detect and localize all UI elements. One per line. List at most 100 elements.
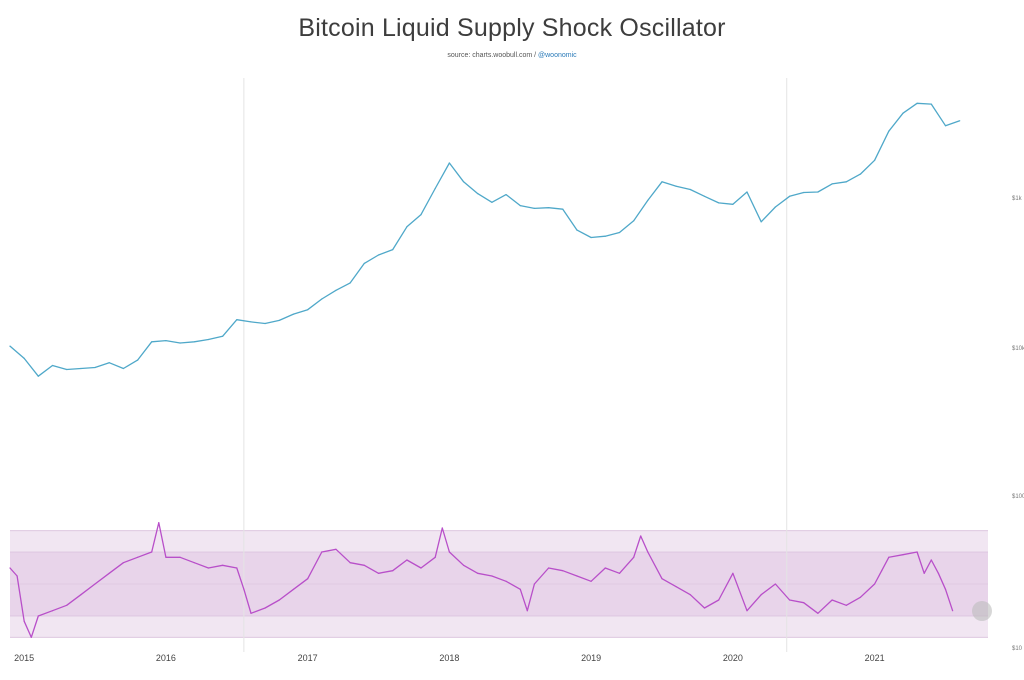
- price-point-5: [80, 367, 82, 370]
- right-axis-label-1: $10k: [1012, 346, 1024, 352]
- price-point-26: [377, 254, 380, 256]
- price-point-28: [406, 226, 408, 228]
- chart-source: source: charts.woobull.com / @woonomic: [0, 52, 1024, 59]
- oscillator-point-1: [16, 575, 18, 577]
- price-point-62: [888, 130, 890, 132]
- oscillator-point-47: [590, 580, 592, 582]
- price-point-35: [505, 194, 507, 196]
- price-line: [9, 102, 960, 377]
- oscillator-point-2: [23, 620, 25, 622]
- oscillator-point-76: [944, 588, 947, 590]
- price-point-56: [803, 191, 805, 194]
- price-point-59: [845, 181, 847, 183]
- oscillator-point-48: [604, 567, 606, 569]
- oscillator-point-8: [94, 583, 96, 585]
- price-point-7: [108, 362, 110, 364]
- oscillator-point-27: [335, 548, 337, 550]
- price-point-43: [618, 231, 621, 234]
- price-point-34: [491, 201, 493, 203]
- price-point-18: [264, 322, 266, 325]
- x-tick-label-2015: 2015: [14, 653, 34, 663]
- oscillator-point-68: [874, 583, 876, 585]
- oscillator-point-13: [158, 522, 160, 524]
- right-axis-label-2: $100: [1012, 494, 1024, 500]
- price-point-55: [789, 195, 791, 197]
- oscillator-point-7: [80, 594, 82, 596]
- oscillator-point-57: [718, 599, 720, 601]
- right-axis-labels: $1k $10k $100 $10: [1012, 196, 1024, 652]
- price-point-50: [718, 202, 720, 204]
- oscillator-point-29: [363, 564, 365, 566]
- price-point-32: [463, 181, 465, 183]
- oscillator-point-35: [441, 527, 443, 529]
- price-point-19: [278, 319, 280, 321]
- vertical-gridlines: [243, 78, 788, 652]
- price-point-37: [533, 207, 536, 209]
- oscillator-point-20: [243, 588, 245, 590]
- price-point-60: [859, 173, 862, 175]
- price-point-42: [604, 235, 606, 237]
- oscillator-point-51: [640, 535, 642, 537]
- oscillator-bands: [10, 530, 988, 638]
- price-point-44: [633, 220, 635, 222]
- oscillator-point-24: [292, 588, 295, 590]
- price-point-2: [37, 375, 39, 377]
- price-point-58: [831, 183, 833, 185]
- oscillator-point-61: [774, 583, 777, 585]
- price-point-67: [959, 120, 961, 122]
- oscillator-point-49: [618, 572, 621, 574]
- oscillator-point-46: [576, 575, 578, 577]
- oscillator-point-12: [151, 551, 153, 553]
- oscillator-point-40: [505, 580, 507, 582]
- price-point-29: [420, 214, 422, 216]
- oscillator-point-9: [108, 572, 110, 574]
- oscillator-point-58: [732, 572, 734, 574]
- oscillator-point-72: [916, 551, 918, 553]
- oscillator-point-55: [689, 594, 691, 596]
- oscillator-point-22: [264, 607, 266, 609]
- source-handle-link[interactable]: @woonomic: [538, 52, 577, 59]
- oscillator-point-52: [647, 551, 649, 553]
- oscillator-point-17: [207, 567, 209, 569]
- oscillator-point-54: [675, 586, 677, 588]
- price-point-23: [335, 289, 337, 291]
- price-point-8: [122, 367, 124, 370]
- oscillator-point-33: [420, 567, 422, 569]
- price-point-9: [137, 359, 139, 361]
- oscillator-point-63: [803, 602, 805, 604]
- oscillator-point-44: [548, 567, 550, 569]
- price-point-13: [193, 341, 195, 343]
- price-point-45: [647, 199, 649, 201]
- price-point-47: [675, 185, 677, 187]
- oscillator-point-36: [448, 551, 450, 553]
- right-axis-label-0: $1k: [1012, 196, 1023, 202]
- oscillator-point-50: [633, 556, 635, 558]
- price-point-49: [703, 195, 706, 197]
- price-point-1: [23, 357, 25, 359]
- price-point-51: [732, 203, 734, 205]
- oscillator-point-75: [937, 572, 940, 574]
- price-point-65: [930, 103, 932, 105]
- price-point-41: [590, 236, 592, 239]
- oscillator-point-5: [51, 610, 54, 612]
- price-point-0: [9, 345, 11, 347]
- x-axis-ticks: 2015 2016 2017 2018 2019 2020 2021: [14, 653, 884, 663]
- price-point-61: [874, 159, 876, 161]
- price-point-21: [307, 309, 309, 311]
- current-value-marker: [972, 601, 992, 621]
- oscillator-point-67: [859, 596, 862, 598]
- oscillator-point-42: [526, 610, 528, 612]
- oscillator-point-0: [9, 567, 11, 569]
- oscillator-line: [9, 522, 954, 638]
- price-point-20: [292, 313, 295, 315]
- price-point-38: [548, 207, 550, 209]
- x-tick-label-2017: 2017: [298, 653, 318, 663]
- oscillator-point-28: [349, 562, 351, 564]
- price-point-31: [448, 162, 450, 164]
- price-point-52: [746, 191, 748, 193]
- price-point-4: [66, 368, 68, 371]
- oscillator-point-26: [321, 551, 323, 553]
- oscillator-point-64: [817, 612, 819, 614]
- price-point-25: [363, 262, 365, 264]
- oscillator-point-14: [165, 556, 167, 558]
